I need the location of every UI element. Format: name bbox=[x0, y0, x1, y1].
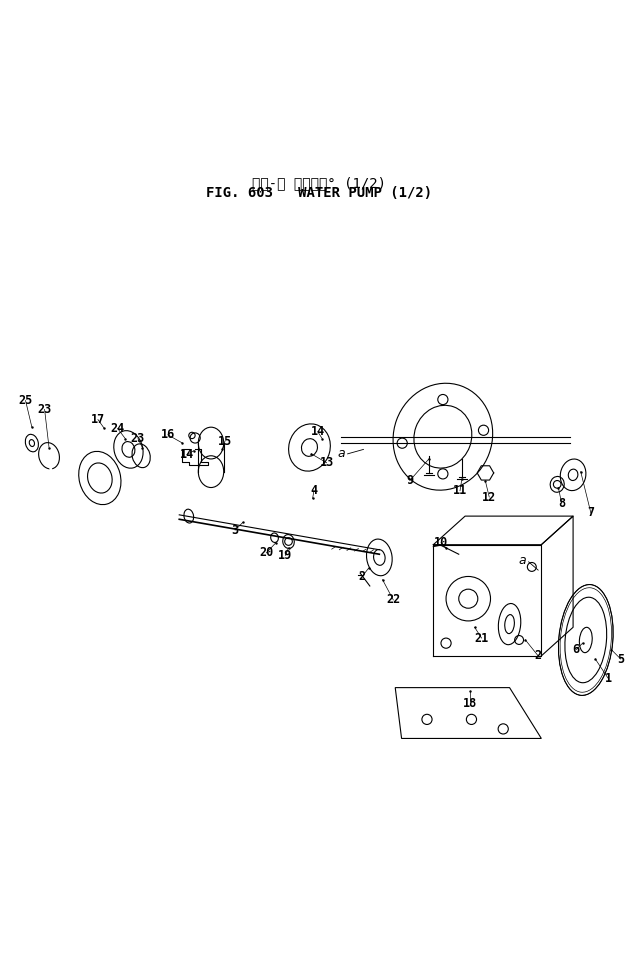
Text: 25: 25 bbox=[19, 394, 33, 407]
Text: 7: 7 bbox=[588, 507, 595, 519]
Polygon shape bbox=[395, 687, 541, 738]
Text: 16: 16 bbox=[161, 428, 175, 442]
Text: 14: 14 bbox=[311, 425, 325, 438]
Text: 5: 5 bbox=[617, 653, 625, 665]
Text: ウォ-タ ポンプ° (1/2): ウォ-タ ポンプ° (1/2) bbox=[252, 176, 386, 190]
Text: 23: 23 bbox=[131, 432, 145, 445]
Text: 12: 12 bbox=[482, 490, 496, 504]
Text: 24: 24 bbox=[110, 422, 125, 435]
Text: a: a bbox=[338, 447, 345, 461]
Text: 14: 14 bbox=[180, 448, 194, 461]
Text: 8: 8 bbox=[558, 497, 565, 510]
Text: 9: 9 bbox=[406, 474, 413, 487]
Text: 4: 4 bbox=[310, 484, 318, 497]
Text: FIG. 603   WATER PUMP (1/2): FIG. 603 WATER PUMP (1/2) bbox=[206, 185, 432, 200]
Text: 3: 3 bbox=[232, 524, 239, 536]
Text: 21: 21 bbox=[475, 632, 489, 644]
Text: 17: 17 bbox=[91, 413, 105, 426]
Text: 20: 20 bbox=[259, 547, 274, 559]
Text: 2: 2 bbox=[535, 649, 542, 663]
Text: 10: 10 bbox=[434, 536, 448, 550]
Text: 1: 1 bbox=[604, 672, 612, 684]
Text: 2: 2 bbox=[359, 570, 366, 583]
Text: 22: 22 bbox=[386, 594, 401, 606]
Text: 18: 18 bbox=[463, 697, 477, 710]
Text: 11: 11 bbox=[453, 484, 467, 497]
Text: 19: 19 bbox=[278, 549, 292, 562]
Text: 6: 6 bbox=[573, 643, 580, 656]
Text: 13: 13 bbox=[320, 456, 334, 469]
Text: a: a bbox=[519, 554, 526, 567]
Text: 15: 15 bbox=[218, 435, 232, 447]
Text: 23: 23 bbox=[38, 402, 52, 416]
